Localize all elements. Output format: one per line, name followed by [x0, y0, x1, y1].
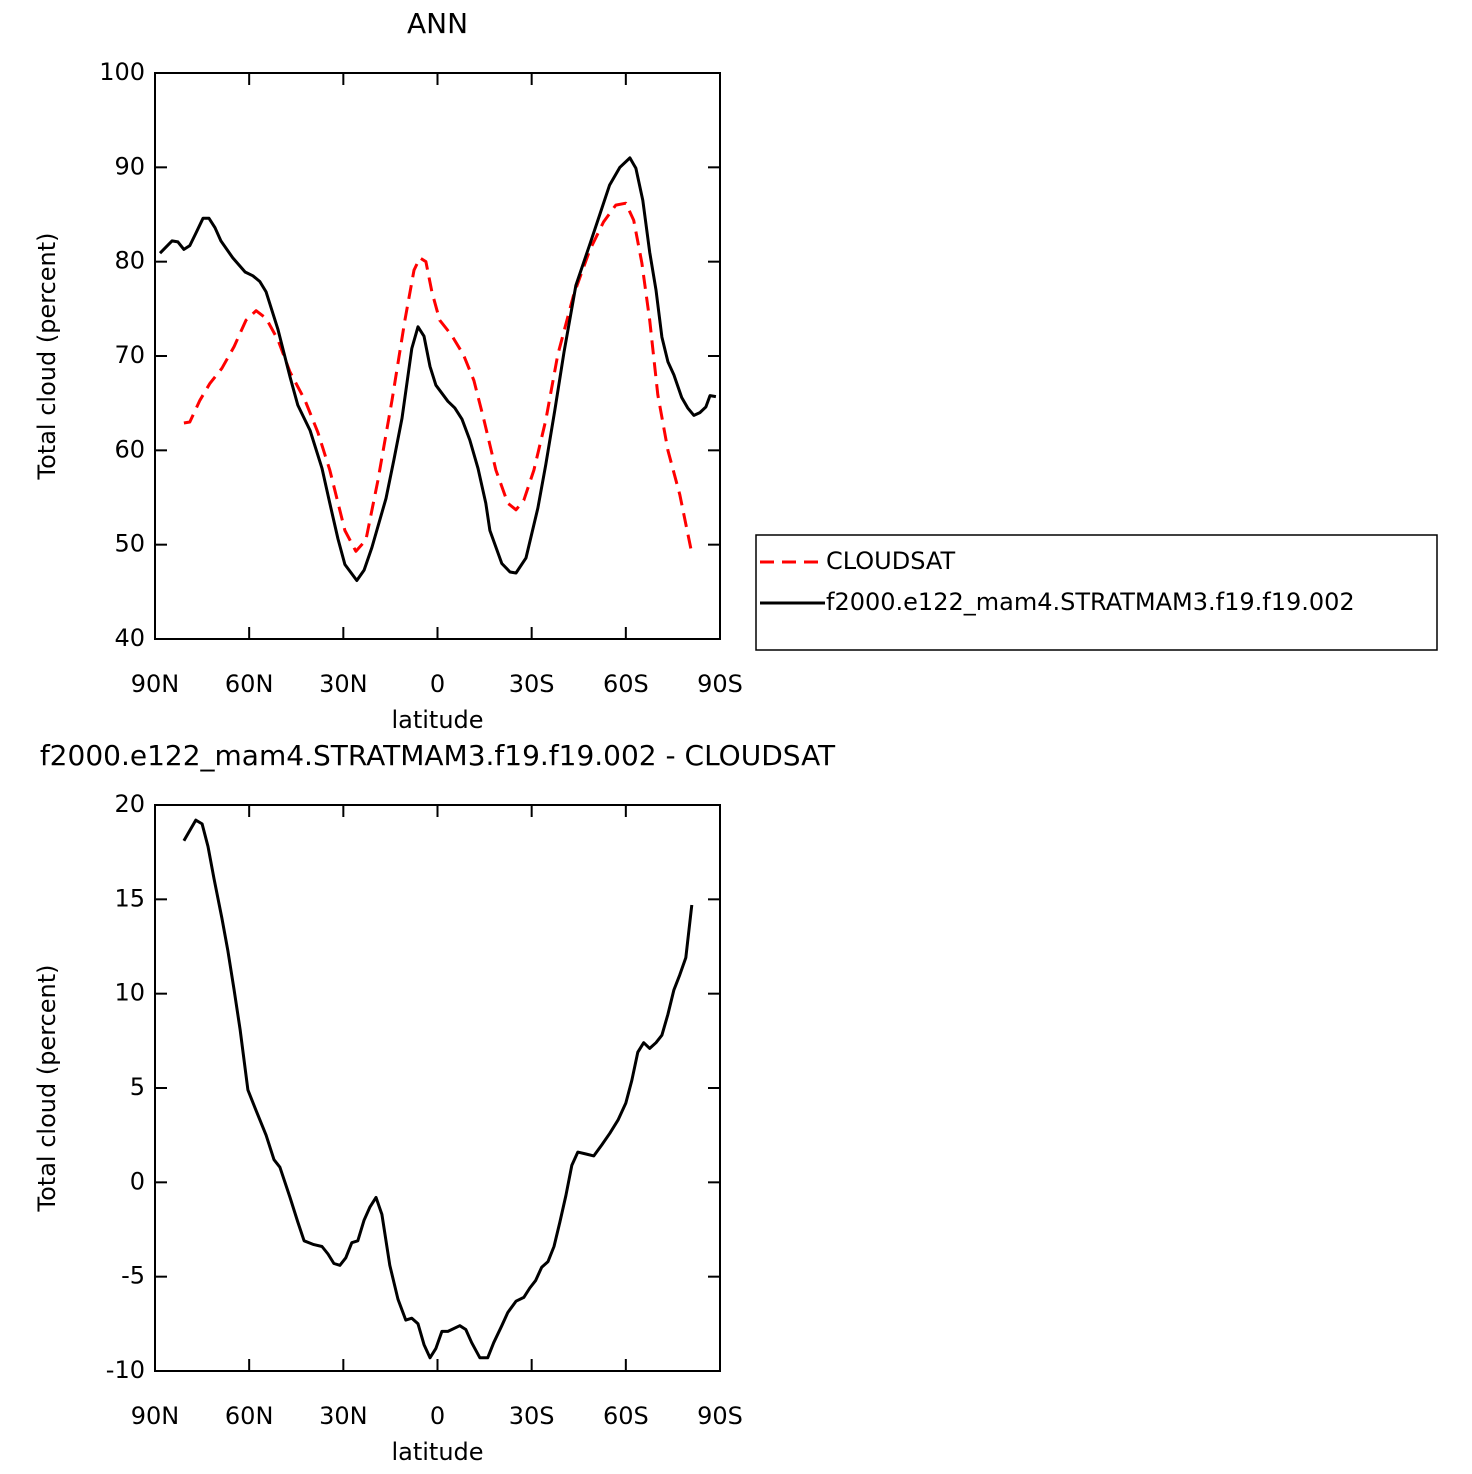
x-tick-label: 60S [603, 1402, 649, 1430]
x-tick-label: 0 [430, 1402, 445, 1430]
legend-box [755, 534, 1438, 651]
y-tick-label: 40 [114, 624, 145, 652]
y-tick-label: 100 [99, 58, 145, 86]
plot-frame [154, 72, 721, 640]
chart-title: f2000.e122_mam4.STRATMAM3.f19.f19.002 - … [40, 739, 836, 772]
y-axis-label: Total cloud (percent) [33, 965, 61, 1213]
x-tick-label: 30N [319, 670, 368, 698]
y-tick-label: 90 [114, 152, 145, 180]
y-tick-label: -5 [121, 1262, 145, 1290]
y-tick-label: 5 [130, 1073, 145, 1101]
y-tick-label: 70 [114, 341, 145, 369]
y-tick-label: 0 [130, 1167, 145, 1195]
y-axis-label: Total cloud (percent) [33, 233, 61, 481]
x-tick-label: 0 [430, 670, 445, 698]
y-tick-label: 60 [114, 435, 145, 463]
y-tick-label: 10 [114, 979, 145, 1007]
y-tick-label: 50 [114, 530, 145, 558]
x-tick-label: 30N [319, 1402, 368, 1430]
x-tick-label: 90S [697, 1402, 743, 1430]
x-tick-label: 60N [225, 1402, 274, 1430]
legend-label: CLOUDSAT [826, 547, 955, 575]
x-tick-label: 60N [225, 670, 274, 698]
x-tick-label: 30S [509, 670, 555, 698]
series-line [182, 818, 694, 1360]
series-line [183, 201, 694, 554]
x-tick-label: 90S [697, 670, 743, 698]
legend-label: f2000.e122_mam4.STRATMAM3.f19.f19.002 [826, 588, 1355, 616]
chart-title: ANN [407, 7, 468, 40]
x-tick-label: 90N [131, 670, 180, 698]
y-tick-label: -10 [106, 1356, 145, 1384]
x-axis-label: latitude [391, 1438, 483, 1466]
x-axis-label: latitude [391, 706, 483, 734]
x-tick-label: 30S [509, 1402, 555, 1430]
y-tick-label: 80 [114, 247, 145, 275]
series-line [158, 156, 717, 582]
y-tick-label: 15 [114, 884, 145, 912]
x-tick-label: 60S [603, 670, 649, 698]
plot-frame [154, 804, 721, 1372]
y-tick-label: 20 [114, 790, 145, 818]
x-tick-label: 90N [131, 1402, 180, 1430]
